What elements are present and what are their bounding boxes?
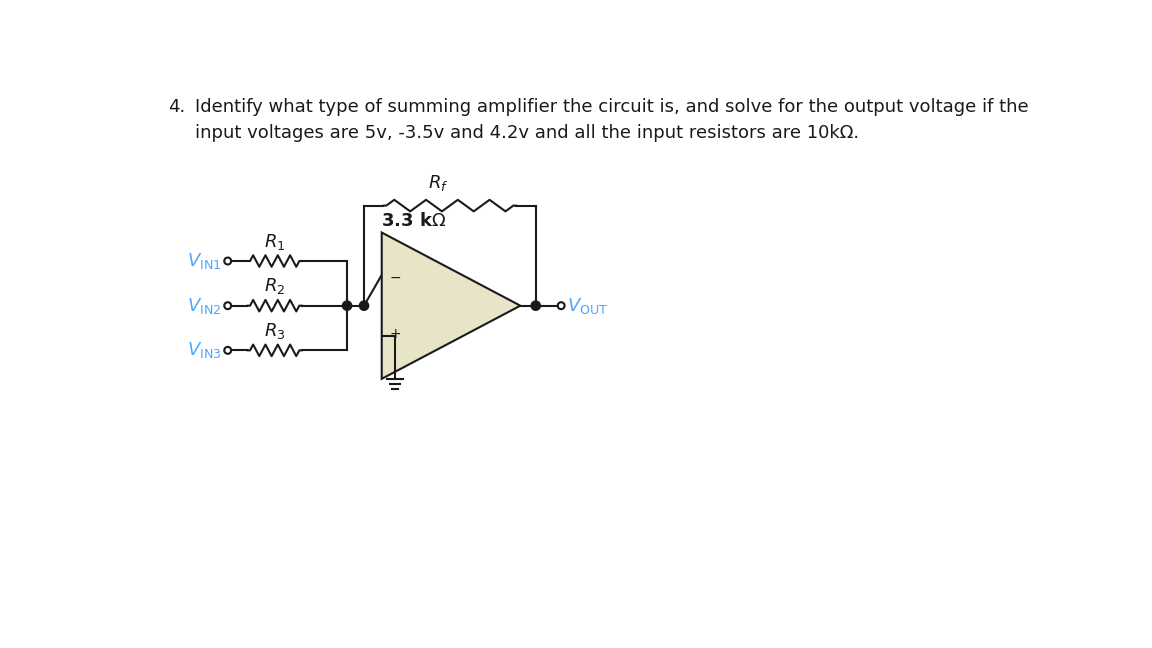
Text: $V_{\mathrm{OUT}}$: $V_{\mathrm{OUT}}$ xyxy=(567,295,608,316)
Polygon shape xyxy=(381,233,521,379)
Text: 3.3 k$\Omega$: 3.3 k$\Omega$ xyxy=(381,212,446,230)
Text: input voltages are 5v, -3.5v and 4.2v and all the input resistors are 10kΩ.: input voltages are 5v, -3.5v and 4.2v an… xyxy=(195,124,858,142)
Text: $R_3$: $R_3$ xyxy=(264,321,286,341)
Text: $R_1$: $R_1$ xyxy=(264,232,286,252)
Circle shape xyxy=(342,301,351,310)
Text: 4.: 4. xyxy=(168,98,185,116)
Text: $V_{\mathit{\mathrm{IN1}}}$: $V_{\mathit{\mathrm{IN1}}}$ xyxy=(188,251,221,271)
Text: $R_2$: $R_2$ xyxy=(264,277,286,296)
Circle shape xyxy=(531,301,540,310)
Text: $+$: $+$ xyxy=(389,327,402,341)
Text: Identify what type of summing amplifier the circuit is, and solve for the output: Identify what type of summing amplifier … xyxy=(195,98,1029,116)
Text: $V_{\mathit{\mathrm{IN3}}}$: $V_{\mathit{\mathrm{IN3}}}$ xyxy=(187,340,221,360)
Circle shape xyxy=(359,301,369,310)
Text: $-$: $-$ xyxy=(389,270,402,283)
Text: $R_f$: $R_f$ xyxy=(429,173,448,193)
Text: $V_{\mathit{\mathrm{IN2}}}$: $V_{\mathit{\mathrm{IN2}}}$ xyxy=(188,295,221,316)
